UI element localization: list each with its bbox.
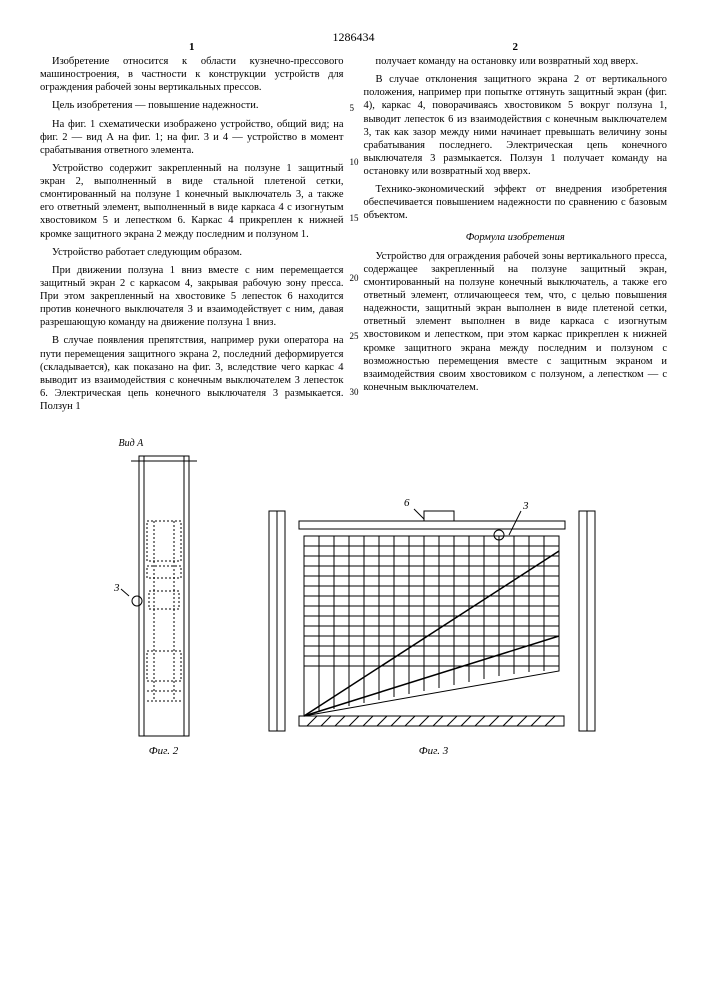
col1-p6: В случае появления препятствия, например… xyxy=(40,334,344,413)
col1-p5: При движении ползуна 1 вниз вместе с ним… xyxy=(40,264,344,330)
figures-area: Вид А xyxy=(40,438,667,758)
column-2-number: 2 xyxy=(513,41,519,55)
line-marker-10: 10 xyxy=(350,157,359,168)
line-marker-25: 25 xyxy=(350,331,359,342)
line-marker-5: 5 xyxy=(350,103,355,114)
line-marker-15: 15 xyxy=(350,213,359,224)
col2-p2: Технико-экономический эффект от внедрени… xyxy=(364,183,668,222)
fig2-callout-3: 3 xyxy=(113,582,120,594)
col2-p0: получает команду на остановку или возвра… xyxy=(364,55,668,68)
formula-text: Устройство для ограждения рабочей зоны в… xyxy=(364,250,668,394)
col1-p0: Изобретение относится к области кузнечно… xyxy=(40,55,344,94)
fig2-view-label: Вид А xyxy=(119,438,229,451)
figure-2: Вид А xyxy=(99,438,229,758)
fig3-callout-3: 3 xyxy=(522,500,529,512)
fig3-svg: 6 3 xyxy=(259,491,609,741)
col1-p3: Устройство содержит закрепленный на полз… xyxy=(40,162,344,241)
col1-p1: Цель изобретения — повышение надежности. xyxy=(40,99,344,112)
formula-title: Формула изобретения xyxy=(364,231,668,244)
column-2: 2 5 10 15 20 25 30 получает команду на о… xyxy=(364,55,668,418)
figure-3: 6 3 Фиг. 3 xyxy=(259,491,609,759)
fig3-callout-6: 6 xyxy=(404,497,410,509)
column-1: 1 Изобретение относится к области кузнеч… xyxy=(40,55,344,418)
fig3-caption: Фиг. 3 xyxy=(259,745,609,759)
col1-p2: На фиг. 1 схематически изображено устрой… xyxy=(40,118,344,157)
fig2-caption: Фиг. 2 xyxy=(99,745,229,759)
patent-number: 1286434 xyxy=(40,30,667,45)
col2-p1: В случае отклонения защитного экрана 2 о… xyxy=(364,73,668,178)
col1-p4: Устройство работает следующим образом. xyxy=(40,246,344,259)
line-marker-30: 30 xyxy=(350,387,359,398)
text-columns: 1 Изобретение относится к области кузнеч… xyxy=(40,55,667,418)
fig2-svg: 3 xyxy=(109,451,219,741)
column-1-number: 1 xyxy=(189,41,195,55)
line-marker-20: 20 xyxy=(350,273,359,284)
